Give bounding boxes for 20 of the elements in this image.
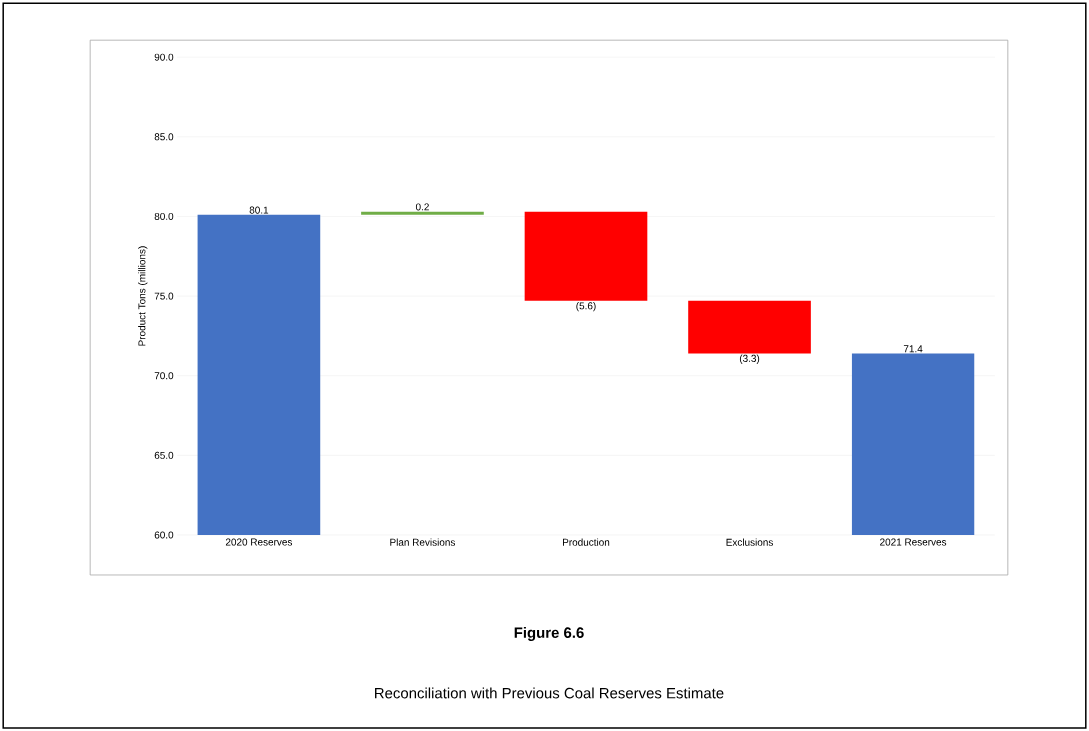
data-label: 0.2 bbox=[415, 203, 429, 211]
y-tick-label: 85.0 bbox=[154, 133, 174, 141]
x-tick-label: 2020 Reserves bbox=[225, 538, 293, 546]
x-tick-label: Plan Revisions bbox=[390, 538, 456, 546]
y-tick-label: 80.0 bbox=[154, 212, 174, 220]
y-tick-label: 90.0 bbox=[154, 53, 174, 61]
data-label: (5.6) bbox=[576, 301, 596, 312]
text: Reconciliation with Previous Coal Reserves Estimate bbox=[375, 687, 724, 699]
y-tick-label: 75.0 bbox=[154, 292, 174, 300]
text: Figure 6.6 bbox=[514, 626, 584, 641]
y-tick-label: 65.0 bbox=[154, 451, 174, 459]
data-label: 71.4 bbox=[903, 345, 923, 353]
y-tick-label: 70.0 bbox=[154, 372, 174, 380]
data-label: (3.3) bbox=[739, 354, 760, 364]
x-tick-label: 2021 Reserves bbox=[880, 538, 947, 546]
x-tick-label: Production bbox=[563, 538, 610, 546]
data-label: 80.1 bbox=[249, 206, 269, 214]
y-axis-title: Product Tons (millions) bbox=[138, 246, 148, 346]
y-tick-label: 60.0 bbox=[154, 531, 174, 539]
x-tick-label: Exclusions bbox=[726, 538, 773, 546]
